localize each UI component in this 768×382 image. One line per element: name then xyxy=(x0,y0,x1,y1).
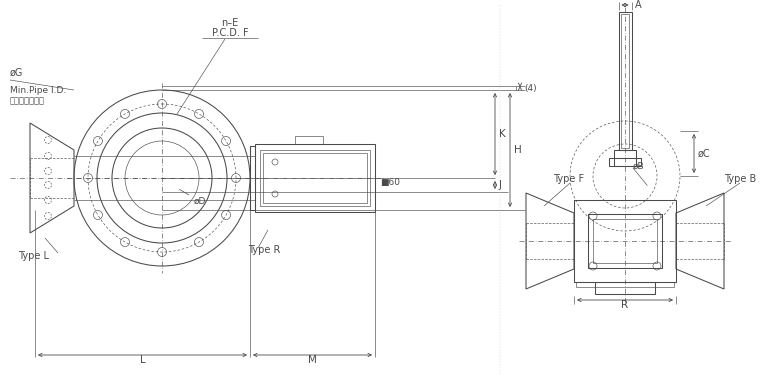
Bar xyxy=(263,153,367,203)
Text: A: A xyxy=(634,0,641,10)
Bar xyxy=(621,14,629,148)
Text: øD: øD xyxy=(180,189,207,206)
Text: øG: øG xyxy=(10,68,23,78)
Text: Min.Pipe I.D.: Min.Pipe I.D. xyxy=(10,86,66,95)
Bar xyxy=(593,219,657,263)
Bar xyxy=(255,144,375,212)
Text: Type L: Type L xyxy=(18,251,49,261)
Bar xyxy=(588,214,662,268)
Text: øB: øB xyxy=(633,162,644,170)
Bar xyxy=(576,282,674,287)
Bar xyxy=(618,12,631,150)
Bar xyxy=(295,136,323,144)
Text: J: J xyxy=(499,180,502,190)
Bar xyxy=(250,146,255,210)
Text: R: R xyxy=(621,300,628,310)
Text: n–E: n–E xyxy=(221,18,239,28)
Bar xyxy=(595,282,655,294)
Bar xyxy=(260,150,370,206)
Text: Type R: Type R xyxy=(248,245,280,255)
Bar xyxy=(574,200,676,282)
Text: M: M xyxy=(308,355,317,365)
Text: Type B: Type B xyxy=(723,174,756,184)
Text: L: L xyxy=(140,355,145,365)
Text: (4): (4) xyxy=(524,84,537,92)
Text: ■60: ■60 xyxy=(380,178,400,188)
Text: Type F: Type F xyxy=(553,174,584,184)
Bar xyxy=(609,158,641,166)
Text: 接続管最小内径: 接続管最小内径 xyxy=(10,96,45,105)
Text: P.C.D. F: P.C.D. F xyxy=(212,28,248,38)
Bar xyxy=(614,150,636,166)
Text: K: K xyxy=(499,129,506,139)
Text: øC: øC xyxy=(698,149,710,159)
Text: H: H xyxy=(514,145,521,155)
